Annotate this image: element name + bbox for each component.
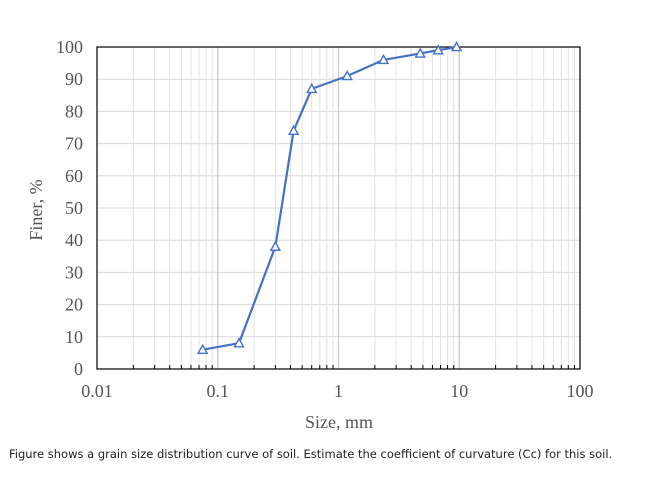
data-point-marker [233,337,245,348]
y-tick-labels: 0 10 20 30 40 50 60 70 80 90 100 [56,37,83,379]
x-tick-label: 0.1 [207,381,230,401]
y-tick-label: 100 [56,37,83,57]
y-tick-label: 80 [65,101,83,121]
data-point-marker [306,82,318,94]
y-tick-label: 10 [65,327,83,347]
data-point-marker [341,70,353,81]
x-tick-labels: 0.01 0.1 1 10 100 [81,381,593,401]
data-point-marker [450,41,463,52]
x-tick-label: 0.01 [81,381,113,401]
figure-caption: Figure shows a grain size distribution c… [9,447,613,461]
plot-frame [96,46,581,370]
x-axis-label: Size, mm [305,412,373,432]
y-tick-label: 20 [65,295,83,315]
data-point-marker [196,343,209,354]
y-tick-label: 70 [65,134,83,154]
data-point-marker [269,240,282,251]
data-point-marker [377,53,390,65]
data-point-marker [432,44,444,55]
y-tick-label: 60 [65,166,83,186]
x-tick-label: 10 [450,381,468,401]
data-point-marker [287,124,300,136]
data-series [196,41,463,354]
series-line [202,45,457,351]
y-tick-label: 30 [65,262,83,282]
x-tick-label: 100 [567,381,594,401]
data-point-marker [414,47,426,58]
grid-lines [96,46,581,370]
x-tick-label: 1 [334,381,343,401]
y-tick-label: 0 [74,359,83,379]
y-axis-label: Finer, % [26,179,46,240]
y-tick-label: 50 [65,198,83,218]
y-tick-label: 40 [65,230,83,250]
y-tick-label: 90 [65,69,83,89]
